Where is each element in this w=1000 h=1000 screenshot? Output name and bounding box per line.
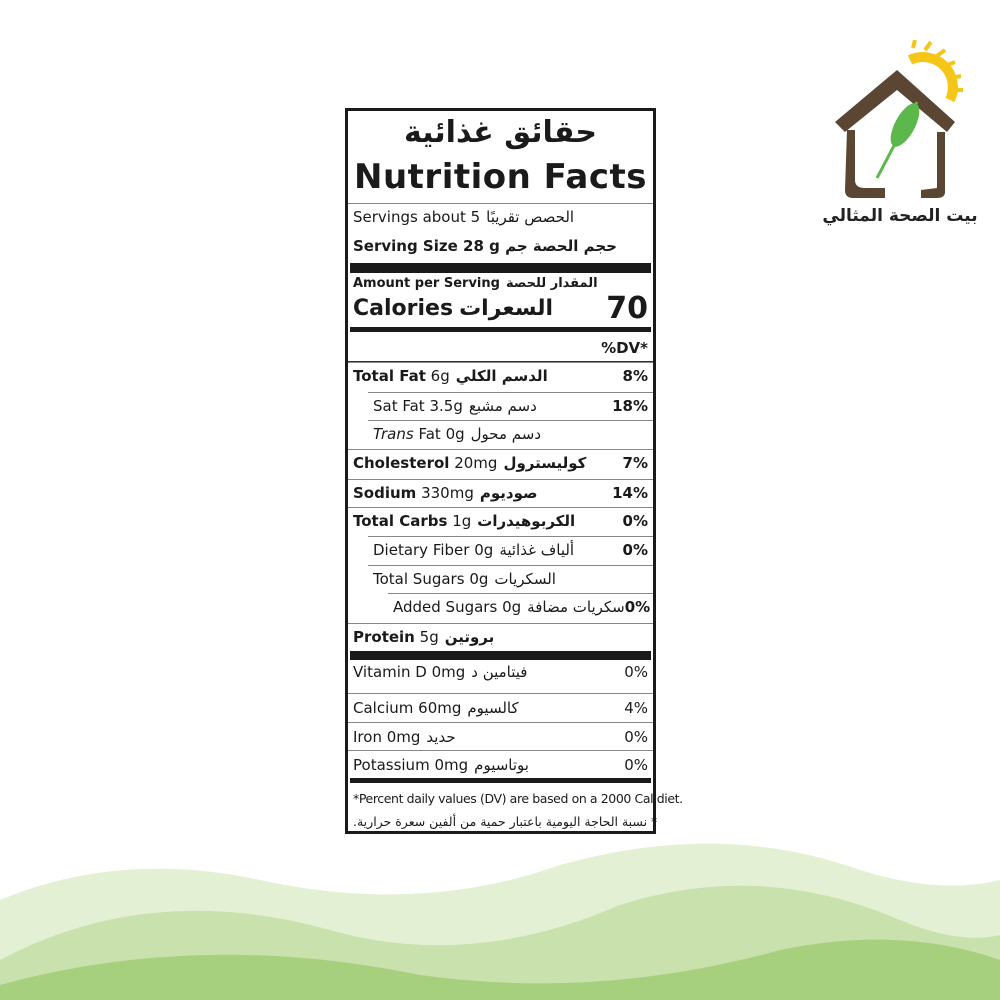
brand-name: بيت الصحة المثالي <box>822 206 978 226</box>
calories-value: 70 <box>606 291 648 326</box>
footnote-en: *Percent daily values (DV) are based on … <box>353 791 683 806</box>
nutrient-row: Sat Fat 3.5g دسم مشبع 18% <box>373 397 648 415</box>
title-arabic: حقائق غذائية <box>403 115 598 150</box>
serving-size-row: Serving Size 28 g جم حجم الحصة <box>353 237 617 255</box>
sun-icon <box>907 40 963 103</box>
nutrient-row: Added Sugars 0g سكريات مضافة 0% <box>393 598 651 616</box>
vitamin-row: Potassium 0mg بوتاسيوم 0% <box>353 756 648 774</box>
nutrient-row: Total Fat 6g الدسم الكلي 8% <box>353 367 648 385</box>
servings-row: Servings about 5 الحصص تقريبًا <box>353 208 575 226</box>
nutrient-row: Trans Fat 0g دسم محول <box>373 425 542 443</box>
dv-header: %DV* <box>601 339 648 357</box>
brand-logo <box>835 40 963 198</box>
nutrient-row: Total Carbs 1g الكربوهيدرات 0% <box>353 512 648 530</box>
footnote-ar: * نسبة الحاجة اليومية باعتبار حمية من أل… <box>353 814 658 829</box>
nutrient-row: Dietary Fiber 0g ألياف غذائية 0% <box>373 541 648 559</box>
vitamin-row: Iron 0mg حديد 0% <box>353 728 648 746</box>
wheat-icon <box>875 101 920 179</box>
vitamin-row: Vitamin D 0mg فيتامين د 0% <box>353 663 648 681</box>
title-english: Nutrition Facts <box>354 157 647 197</box>
amount-per-serving: Amount per Serving المقدار للحصة <box>353 276 598 291</box>
nutrient-row: Protein 5g بروتين <box>353 628 495 646</box>
nutrient-row: Sodium 330mg صوديوم 14% <box>353 484 648 502</box>
calories-row: Calories السعرات 70 <box>353 291 648 326</box>
nutrition-facts-label: حقائق غذائية Nutrition Facts Servings ab… <box>345 108 683 834</box>
nutrient-row: Total Sugars 0g السكريات <box>373 570 556 588</box>
nutrient-row: Cholesterol 20mg كوليسترول 7% <box>353 454 648 472</box>
vitamin-row: Calcium 60mg كالسيوم 4% <box>353 699 648 717</box>
